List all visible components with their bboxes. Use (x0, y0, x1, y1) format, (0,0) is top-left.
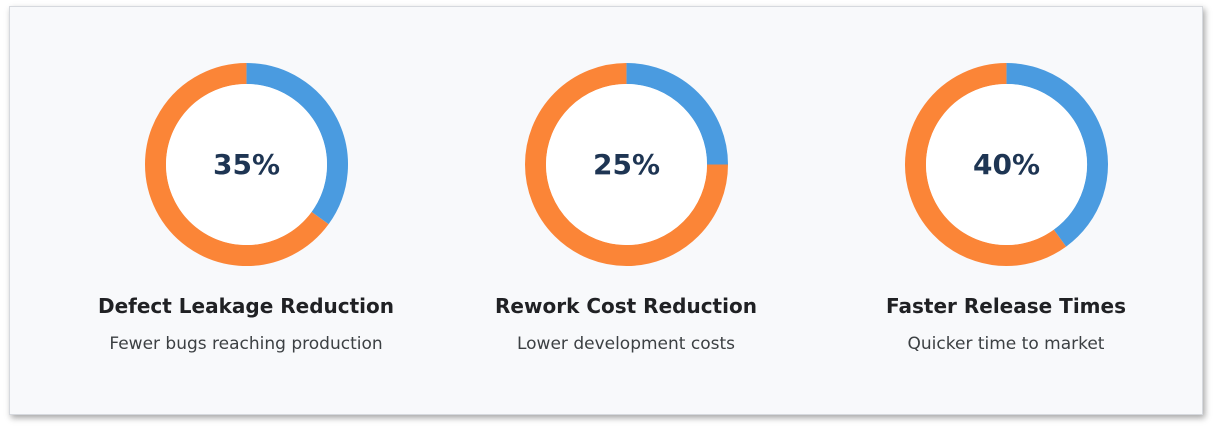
percentage-value: 35% (212, 148, 281, 181)
donut-chart-rework-cost: 25% (524, 62, 729, 267)
donut-remainder-segment (525, 63, 728, 266)
stat-release-times: 40% Faster Release Times Quicker time to… (816, 7, 1196, 416)
stat-title: Rework Cost Reduction (495, 294, 757, 318)
donut-center (926, 84, 1087, 245)
donut-center (546, 84, 707, 245)
donut-chart-release-times: 40% (904, 62, 1109, 267)
stat-title: Defect Leakage Reduction (97, 294, 395, 318)
stat-rework-cost: 25% Rework Cost Reduction Lower developm… (436, 7, 816, 416)
donut-svg (525, 63, 728, 266)
donut-value-segment (626, 63, 728, 165)
percentage-value: 25% (592, 148, 661, 181)
stat-description: Lower development costs (516, 334, 735, 354)
donut-value-segment (246, 63, 348, 225)
donut-svg (905, 63, 1108, 266)
stat-description: Fewer bugs reaching production (109, 334, 383, 354)
stat-description: Quicker time to market (907, 334, 1105, 354)
donut-center (166, 84, 327, 245)
donut-remainder-segment (145, 63, 329, 266)
stat-defect-leakage: 35% Defect Leakage Reduction Fewer bugs … (56, 7, 436, 416)
donut-remainder-segment (905, 63, 1067, 266)
donut-svg (145, 63, 348, 266)
metrics-card: 35% Defect Leakage Reduction Fewer bugs … (9, 6, 1203, 415)
stat-title: Faster Release Times (886, 294, 1126, 318)
percentage-value: 40% (972, 148, 1041, 181)
donut-chart-defect-leakage: 35% (144, 62, 349, 267)
donut-value-segment (1006, 63, 1108, 247)
